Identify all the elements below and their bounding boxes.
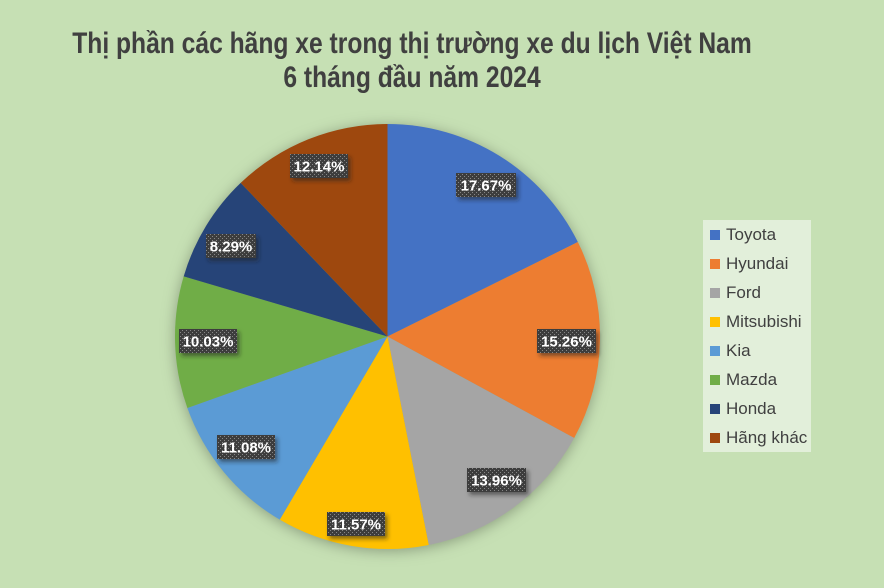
svg-text:17.67%: 17.67% <box>461 178 512 195</box>
svg-text:8.29%: 8.29% <box>210 239 253 256</box>
svg-text:15.26%: 15.26% <box>541 334 592 351</box>
svg-text:12.14%: 12.14% <box>294 159 345 176</box>
svg-text:13.96%: 13.96% <box>471 473 522 490</box>
svg-text:11.57%: 11.57% <box>331 517 381 534</box>
svg-text:11.08%: 11.08% <box>221 440 271 457</box>
svg-text:10.03%: 10.03% <box>183 334 234 351</box>
